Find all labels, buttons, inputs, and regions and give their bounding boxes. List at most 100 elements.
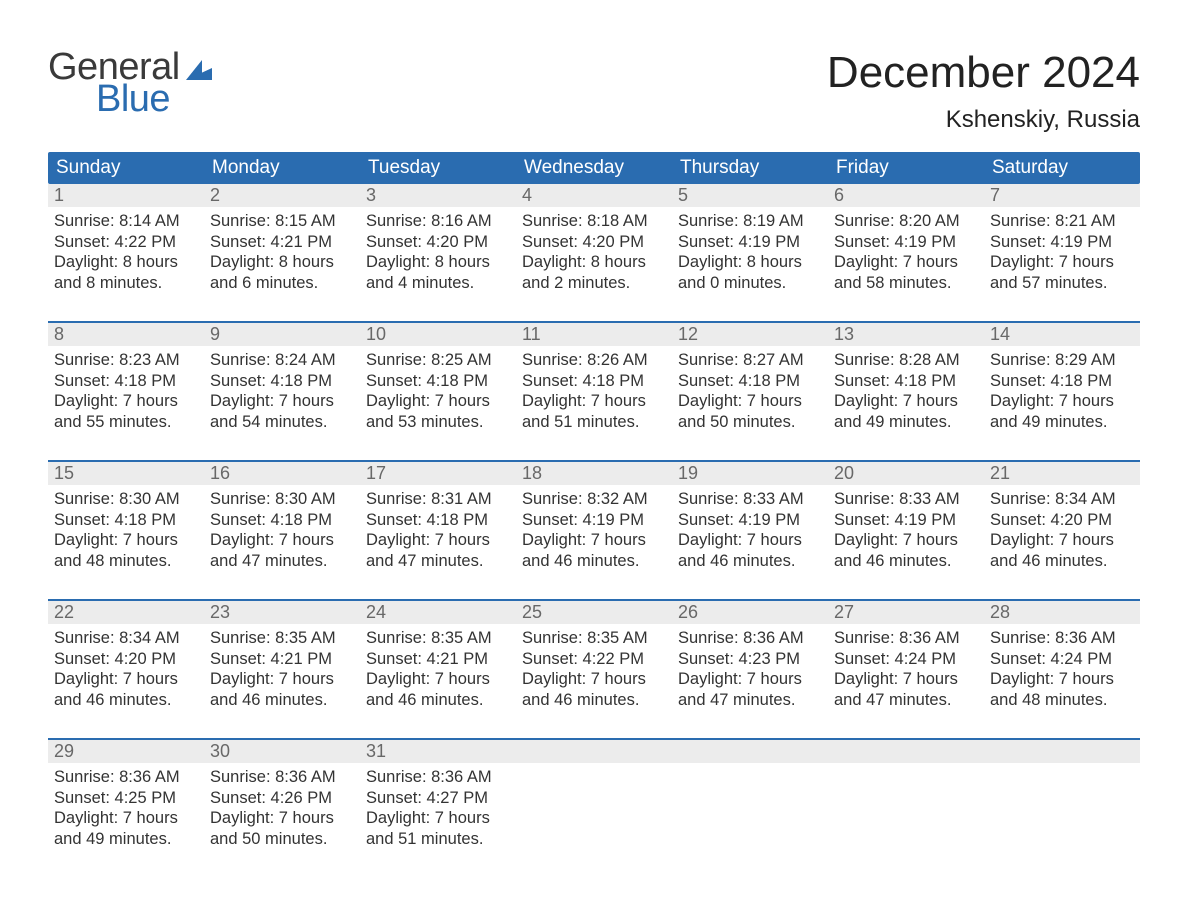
daylight-text-1: Daylight: 7 hours [678,391,822,412]
day-cell: Sunrise: 8:30 AMSunset: 4:18 PMDaylight:… [48,485,204,585]
day-cell: Sunrise: 8:35 AMSunset: 4:22 PMDaylight:… [516,624,672,724]
day-number: 27 [828,601,984,624]
day-cell [672,763,828,863]
daylight-text-1: Daylight: 7 hours [54,530,198,551]
daylight-text-1: Daylight: 7 hours [990,669,1134,690]
day-number: 21 [984,462,1140,485]
day-number: 26 [672,601,828,624]
location-label: Kshenskiy, Russia [827,106,1140,134]
sunset-text: Sunset: 4:26 PM [210,788,354,809]
day-cell: Sunrise: 8:35 AMSunset: 4:21 PMDaylight:… [360,624,516,724]
daylight-text-2: and 46 minutes. [522,551,666,572]
daylight-text-1: Daylight: 7 hours [54,391,198,412]
day-number: 28 [984,601,1140,624]
sunrise-text: Sunrise: 8:21 AM [990,211,1134,232]
sunset-text: Sunset: 4:19 PM [834,510,978,531]
day-details-row: Sunrise: 8:23 AMSunset: 4:18 PMDaylight:… [48,346,1140,446]
day-number: 24 [360,601,516,624]
daylight-text-2: and 46 minutes. [834,551,978,572]
daylight-text-2: and 57 minutes. [990,273,1134,294]
daylight-text-1: Daylight: 7 hours [54,808,198,829]
daylight-text-1: Daylight: 7 hours [210,530,354,551]
daylight-text-1: Daylight: 8 hours [210,252,354,273]
day-cell: Sunrise: 8:36 AMSunset: 4:26 PMDaylight:… [204,763,360,863]
day-cell: Sunrise: 8:33 AMSunset: 4:19 PMDaylight:… [828,485,984,585]
sunset-text: Sunset: 4:20 PM [522,232,666,253]
weekday-header: Saturday [984,152,1140,184]
day-cell [516,763,672,863]
week: 22232425262728Sunrise: 8:34 AMSunset: 4:… [48,599,1140,724]
sunset-text: Sunset: 4:18 PM [54,510,198,531]
sunrise-text: Sunrise: 8:36 AM [366,767,510,788]
day-cell: Sunrise: 8:19 AMSunset: 4:19 PMDaylight:… [672,207,828,307]
daylight-text-2: and 47 minutes. [678,690,822,711]
day-number: 2 [204,184,360,207]
daylight-text-2: and 50 minutes. [678,412,822,433]
sunset-text: Sunset: 4:18 PM [834,371,978,392]
sunrise-text: Sunrise: 8:36 AM [990,628,1134,649]
daylight-text-1: Daylight: 7 hours [522,391,666,412]
daylight-text-1: Daylight: 7 hours [522,530,666,551]
daylight-text-1: Daylight: 8 hours [678,252,822,273]
sunrise-text: Sunrise: 8:36 AM [210,767,354,788]
daylight-text-2: and 51 minutes. [522,412,666,433]
daylight-text-2: and 53 minutes. [366,412,510,433]
day-number: 3 [360,184,516,207]
day-number: 10 [360,323,516,346]
daylight-text-2: and 4 minutes. [366,273,510,294]
daylight-text-1: Daylight: 7 hours [678,669,822,690]
week: 891011121314Sunrise: 8:23 AMSunset: 4:18… [48,321,1140,446]
sunrise-text: Sunrise: 8:27 AM [678,350,822,371]
week: 293031Sunrise: 8:36 AMSunset: 4:25 PMDay… [48,738,1140,863]
day-cell [828,763,984,863]
sunset-text: Sunset: 4:18 PM [366,371,510,392]
daylight-text-1: Daylight: 7 hours [990,391,1134,412]
daylight-text-1: Daylight: 7 hours [678,530,822,551]
day-cell: Sunrise: 8:31 AMSunset: 4:18 PMDaylight:… [360,485,516,585]
sunset-text: Sunset: 4:25 PM [54,788,198,809]
daylight-text-2: and 48 minutes. [54,551,198,572]
daylight-text-2: and 46 minutes. [366,690,510,711]
day-cell: Sunrise: 8:32 AMSunset: 4:19 PMDaylight:… [516,485,672,585]
day-number: 15 [48,462,204,485]
daylight-text-2: and 49 minutes. [834,412,978,433]
day-cell: Sunrise: 8:14 AMSunset: 4:22 PMDaylight:… [48,207,204,307]
sunrise-text: Sunrise: 8:29 AM [990,350,1134,371]
daylight-text-1: Daylight: 7 hours [210,669,354,690]
daylight-text-1: Daylight: 7 hours [366,530,510,551]
daylight-text-1: Daylight: 7 hours [990,530,1134,551]
weekday-header: Tuesday [360,152,516,184]
daylight-text-2: and 55 minutes. [54,412,198,433]
daylight-text-2: and 49 minutes. [54,829,198,850]
sunset-text: Sunset: 4:20 PM [54,649,198,670]
day-number: 23 [204,601,360,624]
sunset-text: Sunset: 4:19 PM [678,232,822,253]
sunset-text: Sunset: 4:18 PM [522,371,666,392]
day-number: 12 [672,323,828,346]
weeks-container: 1234567Sunrise: 8:14 AMSunset: 4:22 PMDa… [48,184,1140,863]
sunrise-text: Sunrise: 8:26 AM [522,350,666,371]
sunrise-text: Sunrise: 8:14 AM [54,211,198,232]
sunrise-text: Sunrise: 8:35 AM [366,628,510,649]
day-number: 5 [672,184,828,207]
day-number: 18 [516,462,672,485]
sunset-text: Sunset: 4:19 PM [678,510,822,531]
day-details-row: Sunrise: 8:14 AMSunset: 4:22 PMDaylight:… [48,207,1140,307]
daylight-text-2: and 0 minutes. [678,273,822,294]
daylight-text-2: and 46 minutes. [990,551,1134,572]
day-number: 20 [828,462,984,485]
day-cell: Sunrise: 8:35 AMSunset: 4:21 PMDaylight:… [204,624,360,724]
day-number: 22 [48,601,204,624]
sunrise-text: Sunrise: 8:33 AM [834,489,978,510]
day-number: 4 [516,184,672,207]
daylight-text-1: Daylight: 7 hours [522,669,666,690]
sunset-text: Sunset: 4:18 PM [210,510,354,531]
day-cell: Sunrise: 8:36 AMSunset: 4:24 PMDaylight:… [984,624,1140,724]
sunset-text: Sunset: 4:23 PM [678,649,822,670]
sunset-text: Sunset: 4:22 PM [522,649,666,670]
day-cell: Sunrise: 8:36 AMSunset: 4:27 PMDaylight:… [360,763,516,863]
sunrise-text: Sunrise: 8:18 AM [522,211,666,232]
daylight-text-1: Daylight: 7 hours [210,808,354,829]
day-cell: Sunrise: 8:34 AMSunset: 4:20 PMDaylight:… [48,624,204,724]
day-cell: Sunrise: 8:20 AMSunset: 4:19 PMDaylight:… [828,207,984,307]
